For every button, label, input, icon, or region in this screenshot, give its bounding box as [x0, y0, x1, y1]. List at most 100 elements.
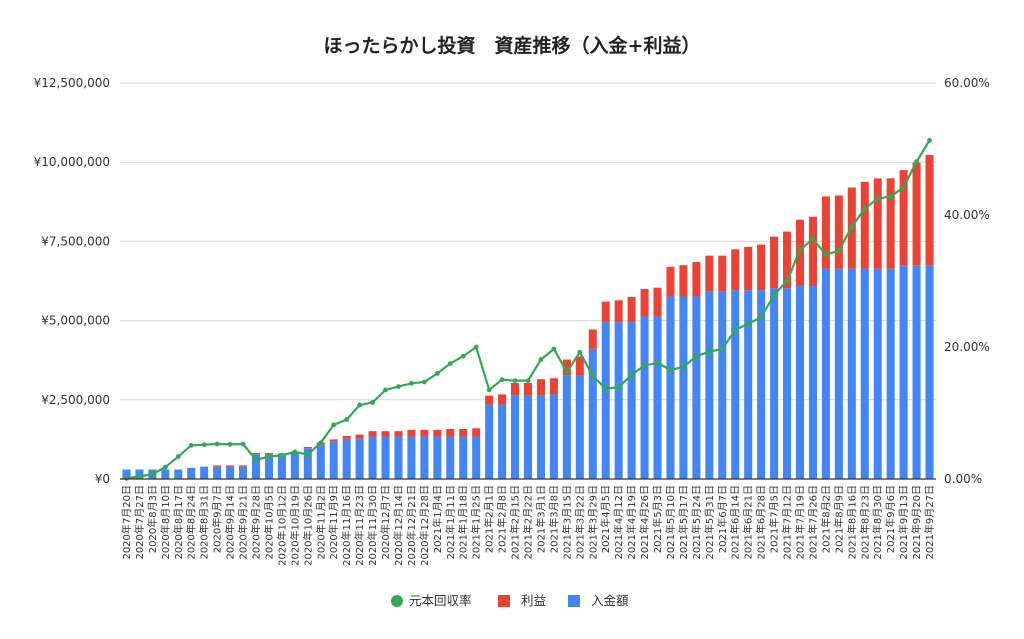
recovery-rate-point	[331, 422, 337, 428]
bar-deposit	[847, 268, 856, 479]
recovery-rate-point	[266, 454, 272, 459]
bar-deposit	[316, 445, 325, 479]
bar-deposit	[562, 375, 571, 479]
recovery-rate-point	[642, 363, 647, 368]
recovery-rate-point	[551, 346, 557, 352]
recovery-rate-point	[124, 475, 129, 481]
recovery-rate-point	[305, 452, 311, 457]
legend: 元本回収率 利益 入金額	[391, 593, 629, 608]
bar-profit	[523, 383, 533, 396]
recovery-rate-point	[460, 353, 466, 359]
x-tick-label: 2021年8月9日	[832, 485, 845, 553]
bar-deposit	[731, 290, 740, 479]
bar-profit	[562, 359, 571, 376]
x-tick-label: 2021年5月17日	[677, 485, 690, 560]
bar-deposit	[498, 404, 507, 479]
recovery-rate-point	[253, 457, 259, 463]
bar-profit	[588, 329, 597, 349]
recovery-rate-point	[603, 386, 609, 391]
x-tick-label: 2020年12月7日	[379, 485, 392, 560]
bar-deposit	[226, 466, 235, 479]
recovery-rate-point	[681, 364, 686, 370]
x-tick-label: 2020年8月17日	[172, 485, 185, 560]
bar-deposit	[860, 268, 869, 479]
bar-deposit	[277, 454, 286, 479]
bar-profit	[834, 195, 843, 269]
recovery-rate-point	[188, 442, 194, 448]
x-tick-label: 2020年8月3日	[146, 485, 159, 553]
bar-deposit	[899, 265, 908, 479]
bar-deposit	[161, 469, 170, 479]
bar-deposit	[614, 322, 623, 479]
x-tick-label: 2021年8月30日	[871, 485, 884, 560]
recovery-rate-point	[137, 473, 142, 479]
recovery-rate-point	[409, 380, 414, 386]
bar-profit	[705, 255, 714, 292]
recovery-rate-point	[538, 357, 544, 362]
recovery-rate-point	[279, 452, 285, 458]
bar-deposit	[329, 441, 338, 479]
bar-profit	[239, 465, 248, 467]
x-tick-label: 2020年8月31日	[198, 485, 211, 560]
bar-profit	[575, 356, 584, 376]
bar-profit	[783, 231, 792, 289]
bar-profit	[860, 181, 869, 269]
bar-deposit	[368, 436, 377, 479]
legend-label-recovery-rate: 元本回収率	[409, 593, 472, 608]
x-tick-label: 2020年9月7日	[211, 485, 224, 553]
x-tick-label: 2021年5月10日	[664, 485, 677, 560]
bar-profit	[679, 265, 688, 297]
recovery-rate-point	[383, 387, 388, 393]
bar-deposit	[200, 466, 209, 479]
recovery-rate-point	[162, 464, 168, 470]
bar-profit	[368, 431, 377, 437]
legend-marker-recovery-rate	[391, 595, 403, 607]
x-tick-label: 2021年8月16日	[845, 485, 858, 560]
x-tick-label: 2020年11月30日	[366, 485, 379, 566]
bar-deposit	[873, 268, 882, 479]
bar-deposit	[666, 296, 675, 479]
x-tick-label: 2021年4月26日	[638, 485, 651, 560]
recovery-rate-point	[512, 378, 518, 384]
x-tick-label: 2020年12月21日	[405, 485, 418, 566]
x-tick-label: 2020年9月14日	[224, 485, 237, 560]
bar-deposit	[122, 469, 131, 479]
legend-marker-deposit	[568, 595, 580, 607]
x-tick-label: 2021年9月20日	[910, 485, 923, 560]
recovery-rate-point	[758, 314, 764, 320]
bar-deposit	[575, 375, 584, 479]
recovery-rate-point	[693, 353, 699, 359]
recovery-rate-point	[810, 236, 816, 242]
bar-profit	[744, 246, 753, 291]
recovery-rate-point	[577, 349, 583, 355]
x-tick-label: 2020年12月14日	[392, 485, 405, 566]
bar-deposit	[757, 290, 766, 479]
bar-profit	[795, 219, 805, 287]
recovery-rate-point	[927, 138, 932, 143]
bar-deposit	[912, 265, 921, 479]
bar-profit	[653, 287, 662, 317]
x-tick-label: 2021年7月26日	[806, 485, 819, 560]
left-tick-label: ¥0	[95, 472, 110, 486]
bar-deposit	[783, 288, 792, 479]
bar-deposit	[433, 436, 442, 479]
bar-deposit	[588, 348, 597, 479]
x-tick-label: 2021年5月3日	[651, 485, 664, 553]
x-tick-label: 2021年2月15日	[509, 485, 522, 560]
left-tick-label: ¥5,000,000	[41, 314, 110, 328]
bar-profit	[808, 216, 817, 287]
recovery-rate-point	[434, 371, 440, 376]
bar-deposit	[420, 436, 429, 479]
recovery-rate-point	[370, 400, 375, 405]
bar-profit	[536, 379, 545, 396]
recovery-rate-point	[862, 206, 868, 211]
x-tick-label: 2020年10月26日	[301, 485, 314, 566]
bar-profit	[549, 378, 558, 395]
x-tick-label: 2021年6月28日	[755, 485, 768, 560]
recovery-rate-point	[823, 252, 829, 257]
bar-deposit	[886, 268, 895, 479]
legend-label-deposit: 入金額	[591, 593, 629, 608]
bar-profit	[329, 439, 338, 442]
x-tick-label: 2021年8月23日	[858, 485, 871, 560]
recovery-rate-point	[240, 441, 246, 447]
